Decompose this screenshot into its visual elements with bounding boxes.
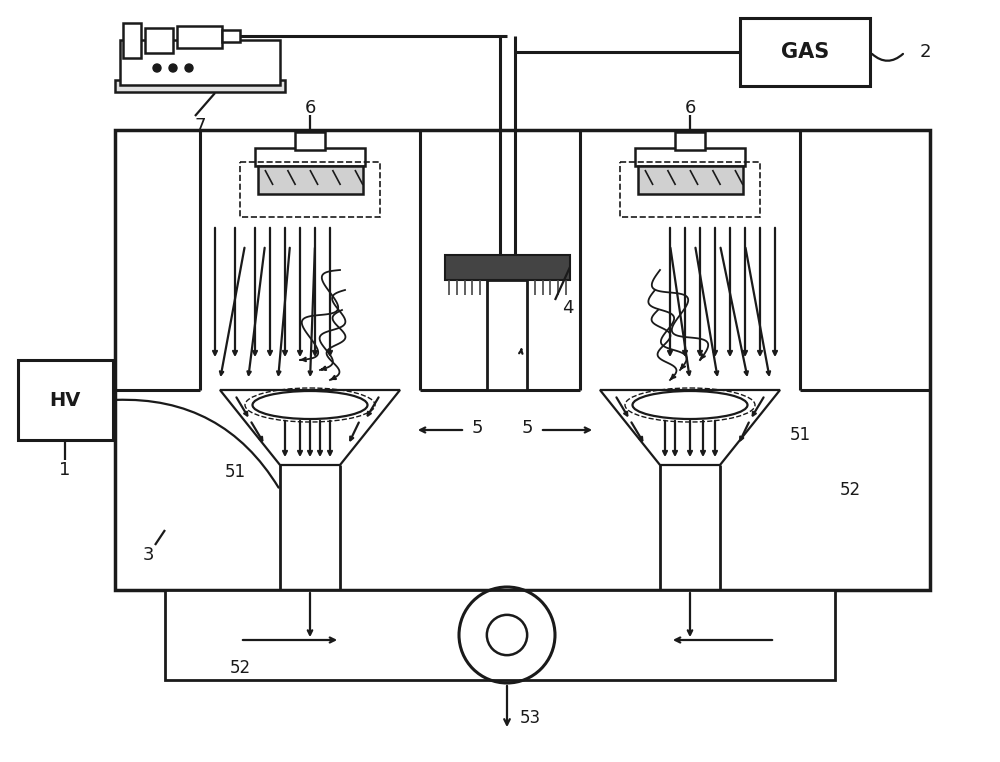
Bar [675,132,705,150]
Ellipse shape [253,391,368,419]
Bar [123,23,141,58]
Text: 53: 53 [520,709,541,727]
Bar [258,166,363,194]
Text: 51: 51 [790,426,811,444]
Text: 6: 6 [304,99,316,117]
Bar [120,40,280,85]
Bar [445,255,570,280]
Bar [177,26,222,48]
Bar [18,360,113,440]
Text: 52: 52 [229,659,251,677]
Bar [255,148,365,166]
Circle shape [169,64,177,72]
Bar [115,130,930,590]
Bar [222,30,240,42]
Bar [487,280,527,390]
Circle shape [153,64,161,72]
Text: 3: 3 [142,546,154,564]
Circle shape [185,64,193,72]
Text: 51: 51 [225,463,246,481]
Bar [638,166,743,194]
Text: 5: 5 [522,419,533,437]
Text: 7: 7 [194,117,206,135]
Text: 4: 4 [562,299,574,317]
Ellipse shape [633,391,748,419]
Text: 1: 1 [59,461,71,479]
Text: 5: 5 [472,419,484,437]
Text: GAS: GAS [781,42,829,62]
Bar [635,148,745,166]
Bar [740,18,870,86]
Text: 52: 52 [840,481,861,499]
Text: 2: 2 [920,43,932,61]
Bar [295,132,325,150]
Bar [115,80,285,92]
Text: 6: 6 [684,99,696,117]
Bar [240,162,380,217]
Bar [165,590,835,680]
Bar [620,162,760,217]
Bar [145,28,173,53]
Text: HV: HV [49,390,81,409]
